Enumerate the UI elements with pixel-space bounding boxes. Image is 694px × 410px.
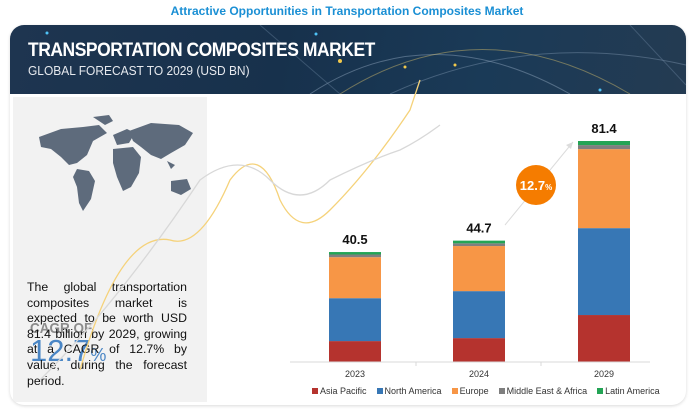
bar-segment-middle-east-africa-2024 — [453, 243, 505, 247]
x-tick-label-2024: 2024 — [469, 369, 489, 379]
bar-segment-europe-2029 — [578, 149, 630, 229]
bar-segment-latin-america-2029 — [578, 141, 630, 146]
bar-segment-asia-pacific-2023 — [329, 341, 381, 362]
banner: TRANSPORTATION COMPOSITES MARKET GLOBAL … — [10, 25, 686, 94]
x-tick-label-2029: 2029 — [594, 369, 614, 379]
cagr-number: 12.7 — [30, 333, 91, 368]
legend-swatch — [498, 388, 505, 394]
cagr-unit: % — [90, 345, 107, 365]
cagr-badge — [516, 165, 556, 205]
bar-segment-north-america-2024 — [453, 291, 505, 339]
decorative-curve-yellow — [79, 79, 421, 371]
chart-legend: Asia Pacific North America Europe Middle Ea… — [312, 386, 660, 396]
legend-swatch — [451, 388, 458, 394]
cagr-badge-label: 12.7% — [520, 178, 552, 193]
legend-label: North America — [384, 386, 442, 396]
legend-label: Europe — [459, 386, 489, 396]
legend-swatch — [376, 388, 383, 394]
legend-label: Latin America — [605, 386, 660, 396]
legend-item-asia-pacific: Asia Pacific — [312, 386, 367, 396]
bar-segment-europe-2024 — [453, 246, 505, 292]
cagr-value: 12.7% — [30, 333, 106, 369]
legend-label: Asia Pacific — [320, 386, 367, 396]
legend-item-latin-america: Latin America — [597, 386, 660, 396]
world-map-icon — [39, 115, 193, 211]
legend-item-north-america: North America — [376, 386, 442, 396]
bar-segment-middle-east-africa-2029 — [578, 145, 630, 150]
bar-segment-latin-america-2024 — [453, 240, 505, 244]
legend-swatch — [597, 388, 604, 394]
growth-arrow-head — [566, 142, 573, 149]
bar-segment-latin-america-2023 — [329, 252, 381, 255]
legend-item-middle-east-africa: Middle East & Africa — [498, 386, 588, 396]
legend-item-europe: Europe — [451, 386, 489, 396]
decorative-curve-gray — [39, 124, 441, 381]
bar-segment-asia-pacific-2024 — [453, 338, 505, 362]
bar-segment-north-america-2023 — [329, 298, 381, 342]
bar-segment-europe-2023 — [329, 257, 381, 299]
banner-title: TRANSPORTATION COMPOSITES MARKET — [28, 40, 375, 61]
cagr-label: CAGR OF — [30, 320, 93, 337]
legend-swatch — [312, 388, 318, 394]
market-description: The global transportation composites mar… — [27, 280, 187, 388]
page-title: Attractive Opportunities in Transportati… — [170, 4, 524, 18]
banner-decoration — [45, 25, 686, 94]
banner-subtitle: GLOBAL FORECAST TO 2029 (USD BN) — [28, 63, 250, 78]
total-label-2023: 40.5 — [342, 232, 367, 247]
legend-label: Middle East & Africa — [506, 386, 588, 396]
x-tick-label-2023: 2023 — [345, 369, 365, 379]
infographic-card: TRANSPORTATION COMPOSITES MARKET GLOBAL … — [10, 25, 686, 405]
total-label-2029: 81.4 — [591, 121, 617, 136]
bar-segment-middle-east-africa-2023 — [329, 254, 381, 258]
bar-segment-asia-pacific-2029 — [578, 315, 630, 362]
bar-segment-north-america-2029 — [578, 228, 630, 316]
total-label-2024: 44.7 — [466, 221, 491, 236]
summary-panel: CAGR OF 12.7% — [13, 97, 207, 402]
